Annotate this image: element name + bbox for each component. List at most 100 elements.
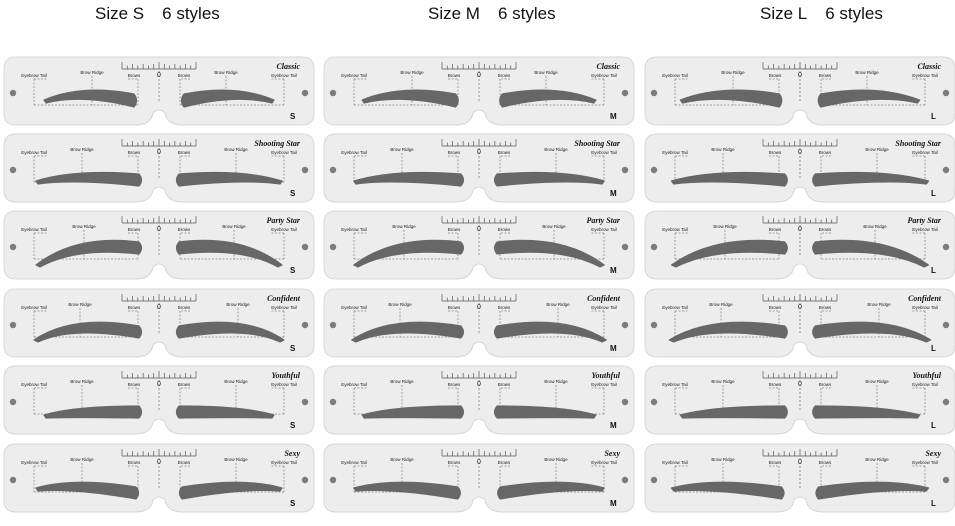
eyebrow-tail-label: Eyebrow Tail (662, 73, 687, 78)
eyebrow-tail-label: Eyebrow Tail (271, 73, 296, 78)
ruler (441, 371, 517, 379)
brows-label: Brows (819, 73, 832, 78)
style-name-label: Confident (908, 294, 942, 303)
ruler (441, 449, 517, 457)
ruler (762, 216, 838, 224)
style-name-label: Youthful (592, 371, 621, 380)
style-name-label: Party Star (586, 216, 620, 225)
brows-label: Brows (498, 305, 511, 310)
ruler (121, 294, 197, 302)
eyebrow-tail-label: Eyebrow Tail (21, 73, 46, 78)
brows-label: Brows (448, 227, 461, 232)
eyebrow-tail-label: Eyebrow Tail (341, 460, 366, 465)
eyebrow-tail-label: Eyebrow Tail (271, 460, 296, 465)
brows-label: Brows (448, 73, 461, 78)
styles-count-label: 6 styles (825, 4, 883, 23)
brows-label: Brows (178, 382, 191, 387)
brows-label: Brows (498, 382, 511, 387)
style-name-label: Shooting Star (574, 139, 620, 148)
brow-ridge-label: Brow Ridge (711, 147, 735, 152)
styles-count-label: 6 styles (162, 4, 220, 23)
eyebrow-tail-label: Eyebrow Tail (912, 382, 937, 387)
style-name-label: Sexy (604, 449, 620, 458)
brows-label: Brows (178, 73, 191, 78)
eyebrow-cutout-left (351, 321, 465, 343)
eyebrow-tail-label: Eyebrow Tail (271, 382, 296, 387)
brow-ridge-label: Brow Ridge (713, 224, 737, 229)
brows-label: Brows (769, 227, 782, 232)
eyebrow-tail-label: Eyebrow Tail (591, 73, 616, 78)
eyebrow-tail-label: Eyebrow Tail (591, 150, 616, 155)
eyebrow-tail-label: Eyebrow Tail (912, 460, 937, 465)
eyebrow-cutout-left (35, 239, 143, 268)
eyebrow-cutout-right (493, 171, 605, 187)
hole-icon (329, 321, 337, 329)
ruler (441, 216, 517, 224)
column-title-l: Size L 6 styles (760, 4, 883, 30)
eyebrow-tail-label: Eyebrow Tail (21, 150, 46, 155)
brows-label: Brows (819, 150, 832, 155)
guide-left: Eyebrow Tail Brow Ridge Brows (21, 70, 141, 106)
brow-ridge-label: Brow Ridge (388, 302, 412, 307)
guide-left: Eyebrow Tail Brow Ridge Brows (662, 302, 782, 338)
ruler (762, 294, 838, 302)
size-letter-label: S (290, 421, 296, 430)
ruler (121, 216, 197, 224)
brow-ridge-label: Brow Ridge (392, 224, 416, 229)
eyebrow-cutout-right (812, 321, 932, 343)
style-name-label: Youthful (272, 371, 301, 380)
guide-right: Eyebrow Tail Brow Ridge Brows (178, 457, 297, 493)
brow-ridge-label: Brow Ridge (224, 379, 248, 384)
size-letter-label: S (290, 499, 296, 508)
ruler (121, 371, 197, 379)
eyebrow-cutout-left (670, 171, 788, 187)
brow-ridge-label: Brow Ridge (711, 457, 735, 462)
size-letter-label: L (931, 344, 936, 353)
guide-right: Eyebrow Tail Brow Ridge Brows (819, 147, 938, 183)
eyebrow-tail-label: Eyebrow Tail (21, 382, 46, 387)
eyebrow-cutout-right (180, 89, 275, 108)
brows-label: Brows (128, 382, 141, 387)
brow-ridge-label: Brow Ridge (542, 224, 566, 229)
eyebrow-cutout-right (812, 405, 921, 419)
style-name-label: Party Star (266, 216, 300, 225)
brows-label: Brows (178, 305, 191, 310)
hole-icon (301, 476, 309, 484)
brows-label: Brows (448, 382, 461, 387)
ruler (121, 139, 197, 147)
style-name-label: Sexy (925, 449, 941, 458)
size-letter-label: M (610, 266, 617, 275)
brows-label: Brows (498, 460, 511, 465)
hole-icon (301, 321, 309, 329)
brow-ridge-label: Brow Ridge (224, 147, 248, 152)
hole-icon (329, 398, 337, 406)
eyebrow-tail-label: Eyebrow Tail (271, 150, 296, 155)
eyebrow-tail-label: Eyebrow Tail (591, 305, 616, 310)
brows-label: Brows (819, 460, 832, 465)
brows-label: Brows (769, 73, 782, 78)
brows-label: Brows (448, 305, 461, 310)
brow-ridge-label: Brow Ridge (546, 302, 570, 307)
brow-ridge-label: Brow Ridge (70, 457, 94, 462)
size-letter-label: L (931, 112, 936, 121)
hole-icon (942, 476, 950, 484)
eyebrow-cutout-right (817, 89, 921, 108)
brows-label: Brows (769, 460, 782, 465)
eyebrow-cutout-right (812, 239, 930, 268)
brows-label: Brows (128, 460, 141, 465)
brow-ridge-label: Brow Ridge (865, 379, 889, 384)
hole-icon (942, 89, 950, 97)
ruler (762, 139, 838, 147)
eyebrow-cutout-left (679, 89, 783, 108)
eyebrow-cutout-left (35, 171, 143, 187)
